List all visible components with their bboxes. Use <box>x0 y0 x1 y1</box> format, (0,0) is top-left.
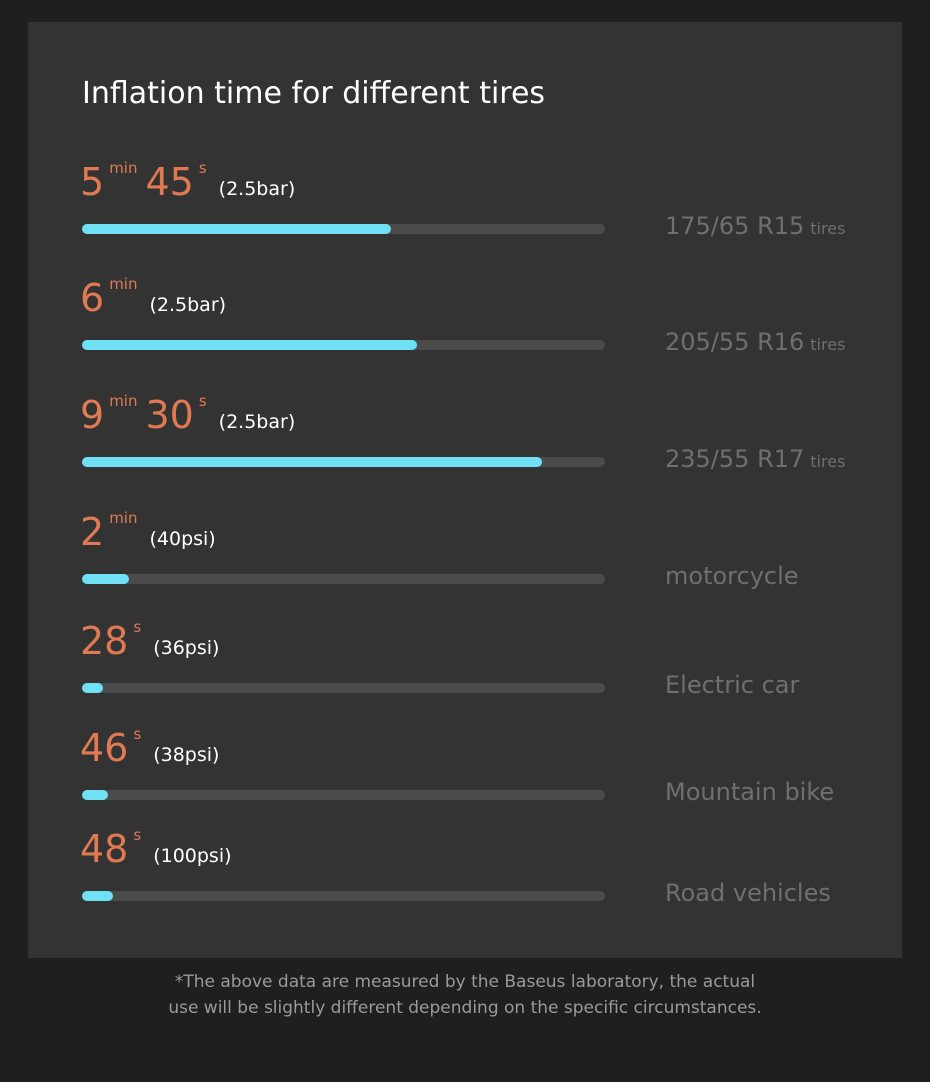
label-text: 205/55 R16 <box>665 328 805 356</box>
title: Inflation time for different tires <box>82 76 546 111</box>
time-value: 6 <box>80 276 105 320</box>
bar-track <box>82 790 605 800</box>
time-unit: s <box>198 159 207 177</box>
time: 9 min 30 s (2.5bar) <box>80 392 296 441</box>
time-unit: min <box>109 509 138 527</box>
time-value: 45 <box>145 160 194 204</box>
label-text: motorcycle <box>665 562 799 590</box>
time-value: 28 <box>80 619 129 663</box>
tire-label: Electric car <box>665 671 799 699</box>
bar-fill <box>82 574 130 584</box>
time-value: 46 <box>80 726 129 770</box>
bar-fill <box>82 790 109 800</box>
pressure: (2.5bar) <box>218 411 296 433</box>
pressure: (40psi) <box>149 528 216 550</box>
time-unit: min <box>109 275 138 293</box>
bar-fill <box>82 224 391 234</box>
bar-track <box>82 683 605 693</box>
footnote: *The above data are measured by the Base… <box>174 972 756 992</box>
time-value: 30 <box>145 393 194 437</box>
label-text: Road vehicles <box>665 879 831 907</box>
pressure: (2.5bar) <box>218 178 296 200</box>
time: 48 s (100psi) <box>80 826 232 875</box>
pressure: (2.5bar) <box>149 294 227 316</box>
bar-track <box>82 224 605 234</box>
bar-fill <box>82 891 114 901</box>
time-value: 9 <box>80 393 105 437</box>
pressure: (38psi) <box>153 744 220 766</box>
time-value: 5 <box>80 160 105 204</box>
label-text: Electric car <box>665 671 800 699</box>
time-unit: min <box>109 159 138 177</box>
pressure: (36psi) <box>153 637 220 659</box>
time-unit: s <box>198 392 207 410</box>
time-unit: s <box>133 618 142 636</box>
time-unit: s <box>133 826 142 844</box>
bar-track <box>82 340 605 350</box>
tire-label: 175/65 R15 tires <box>665 212 845 240</box>
time: 46 s (38psi) <box>80 725 220 774</box>
label-suffix: tires <box>810 335 846 354</box>
bar-track <box>82 574 605 584</box>
time: 5 min 45 s (2.5bar) <box>80 159 296 208</box>
bar-track <box>82 457 605 467</box>
time-value: 2 <box>80 510 105 554</box>
label-text: Mountain bike <box>665 778 835 806</box>
pressure: (100psi) <box>153 845 232 867</box>
tire-label: 235/55 R17 tires <box>665 445 845 473</box>
time: 2 min (40psi) <box>80 509 216 558</box>
tire-label: Road vehicles <box>665 879 831 907</box>
panel <box>28 22 902 958</box>
tire-label: motorcycle <box>665 562 799 590</box>
label-suffix: tires <box>810 219 846 238</box>
time-value: 48 <box>80 827 129 871</box>
bar-track <box>82 891 605 901</box>
label-text: 235/55 R17 <box>665 445 805 473</box>
time: 6 min (2.5bar) <box>80 275 227 324</box>
footnote: use will be slightly different depending… <box>168 998 762 1018</box>
tire-label: 205/55 R16 tires <box>665 328 845 356</box>
bar-fill <box>82 457 543 467</box>
time-unit: s <box>133 725 142 743</box>
label-text: 175/65 R15 <box>665 212 805 240</box>
tire-label: Mountain bike <box>665 778 834 806</box>
time: 28 s (36psi) <box>80 618 220 667</box>
bar-fill <box>82 683 103 693</box>
time-unit: min <box>109 392 138 410</box>
label-suffix: tires <box>810 452 846 471</box>
bar-fill <box>82 340 417 350</box>
